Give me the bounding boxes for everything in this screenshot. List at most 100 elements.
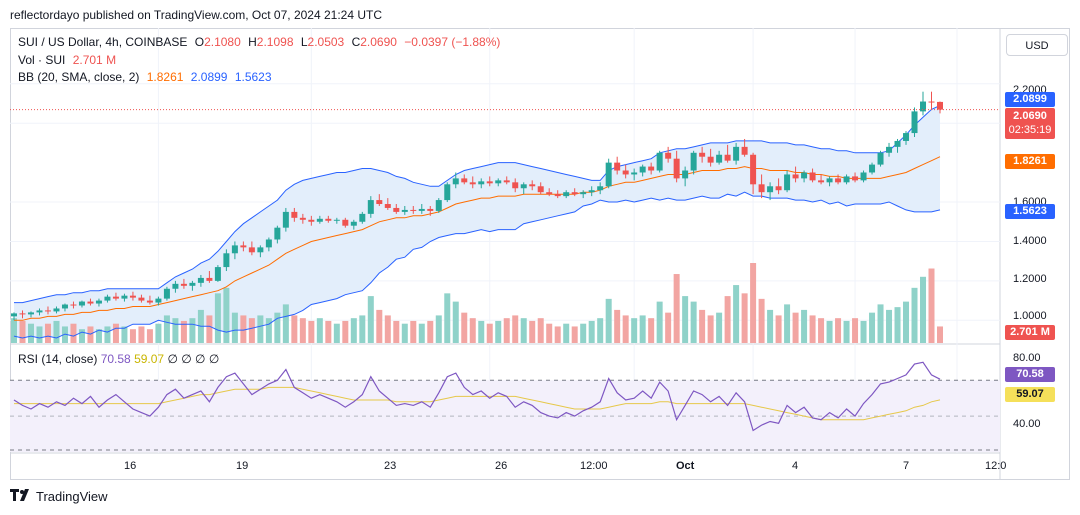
bar-countdown: 02:35:19 xyxy=(1008,124,1052,136)
volume-bar xyxy=(19,320,26,343)
volume-bar xyxy=(767,309,774,343)
volume-bar xyxy=(342,320,349,343)
candle-body xyxy=(673,158,680,179)
volume-label: Vol · SUI xyxy=(18,53,66,67)
candle-body xyxy=(146,300,153,303)
volume-bar xyxy=(427,320,434,343)
candle-body xyxy=(860,172,867,181)
volume-bar xyxy=(325,320,332,343)
candle-body xyxy=(121,295,128,299)
volume-bar xyxy=(631,318,638,343)
candle-body xyxy=(342,219,349,226)
candle-body xyxy=(274,227,281,240)
candle-body xyxy=(495,180,502,184)
candle-body xyxy=(333,219,340,221)
footer[interactable]: TradingView xyxy=(10,489,108,504)
volume-bar xyxy=(359,315,366,343)
volume-bar xyxy=(546,323,553,343)
candle-body xyxy=(699,152,706,157)
candle-body xyxy=(444,184,451,201)
volume-bar xyxy=(503,318,510,343)
change-value: −0.0397 (−1.88%) xyxy=(404,35,501,49)
volume-bar xyxy=(44,323,51,343)
candle-body xyxy=(503,180,510,183)
candle-body xyxy=(189,282,196,286)
volume-bar xyxy=(529,320,536,343)
volume-bar xyxy=(869,312,876,343)
volume-bar xyxy=(665,312,672,343)
volume-bar xyxy=(257,315,264,343)
candle-body xyxy=(512,182,519,189)
candle-body xyxy=(214,267,221,281)
candle-body xyxy=(622,170,629,175)
candle-body xyxy=(792,174,799,179)
candle-body xyxy=(928,101,935,103)
volume-bar xyxy=(877,304,884,343)
candle-body xyxy=(869,164,876,173)
volume-bar xyxy=(333,323,340,343)
currency-button[interactable]: USD xyxy=(1006,34,1068,56)
rsi-ma-line xyxy=(14,386,941,421)
volume-bar xyxy=(597,318,604,343)
candle-body xyxy=(427,208,434,211)
candle-body xyxy=(435,200,442,211)
volume-bar xyxy=(605,298,612,343)
volume-bar xyxy=(690,301,697,343)
candle-body xyxy=(27,312,34,315)
ohlc-values: O2.1080 H2.1098 L2.0503 C2.0690 −0.0397 … xyxy=(195,35,505,49)
volume-bar xyxy=(53,320,60,343)
volume-bar xyxy=(792,312,799,343)
price-tick: 1.2000 xyxy=(1013,273,1047,285)
bb-lower-badge: 1.5623 xyxy=(1005,204,1055,219)
volume-bar xyxy=(554,326,561,343)
candle-body xyxy=(44,310,51,312)
candle-body xyxy=(903,133,910,141)
candle-body xyxy=(36,310,43,313)
volume-bar xyxy=(784,304,791,343)
price-tick: 1.4000 xyxy=(1013,235,1047,247)
volume-bar xyxy=(206,315,213,343)
publisher-line: reflectordayo published on TradingView.c… xyxy=(10,8,382,22)
volume-bar xyxy=(478,320,485,343)
candle-body xyxy=(138,297,145,301)
volume-legend[interactable]: Vol · SUI 2.701 M xyxy=(18,53,120,67)
volume-bar xyxy=(87,326,94,343)
volume-bar xyxy=(682,296,689,343)
bb-legend[interactable]: BB (20, SMA, close, 2) 1.8261 2.0899 1.5… xyxy=(18,70,276,84)
bb-upper-badge: 2.0899 xyxy=(1005,92,1055,107)
bb-lower-value: 1.5623 xyxy=(234,70,272,84)
volume-bar xyxy=(248,318,255,343)
volume-bar xyxy=(112,323,119,343)
candle-body xyxy=(61,304,68,309)
candle-body xyxy=(248,247,255,253)
symbol-legend[interactable]: SUI / US Dollar, 4h, COINBASE O2.1080 H2… xyxy=(18,35,508,49)
volume-bar xyxy=(316,318,323,343)
candle-body xyxy=(469,182,476,185)
candle-body xyxy=(291,211,298,218)
candle-body xyxy=(70,304,77,306)
volume-bar xyxy=(36,326,43,343)
candle-body xyxy=(571,192,578,195)
time-tick: 12:0 xyxy=(985,460,1007,472)
volume-bar xyxy=(265,318,272,343)
candle-body xyxy=(53,308,60,312)
volume-bar xyxy=(291,315,298,343)
rsi-legend[interactable]: RSI (14, close) 70.58 59.07 ∅ ∅ ∅ ∅ xyxy=(18,352,219,366)
volume-bar xyxy=(937,326,943,343)
volume-bar xyxy=(639,315,646,343)
candle-body xyxy=(852,176,859,181)
candle-body xyxy=(894,140,901,147)
candle-body xyxy=(639,166,646,173)
candle-body xyxy=(784,174,791,191)
bb-fill xyxy=(14,105,940,338)
volume-bar xyxy=(486,323,493,343)
rsi-value: 70.58 xyxy=(100,352,131,366)
candle-body xyxy=(410,209,417,211)
volume-bar xyxy=(282,304,289,343)
candle-body xyxy=(937,101,943,110)
open-label: O xyxy=(194,35,205,49)
bb-basis-value: 1.8261 xyxy=(146,70,184,84)
low-label: L xyxy=(300,35,308,49)
candle-body xyxy=(631,172,638,175)
